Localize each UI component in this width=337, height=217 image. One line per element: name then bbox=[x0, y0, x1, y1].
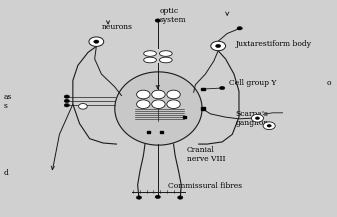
Circle shape bbox=[152, 90, 165, 99]
Circle shape bbox=[94, 40, 99, 43]
Circle shape bbox=[64, 99, 69, 103]
Text: Scarpa's
ganglion: Scarpa's ganglion bbox=[236, 110, 269, 127]
Bar bbox=[201, 88, 205, 90]
Ellipse shape bbox=[159, 51, 172, 56]
Text: Cranial
nerve VIII: Cranial nerve VIII bbox=[187, 146, 225, 163]
Ellipse shape bbox=[144, 57, 156, 63]
Circle shape bbox=[211, 41, 225, 51]
Circle shape bbox=[219, 86, 225, 90]
Circle shape bbox=[64, 95, 69, 98]
Bar bbox=[183, 116, 186, 118]
Text: Juxtarestiform body: Juxtarestiform body bbox=[236, 40, 312, 48]
Circle shape bbox=[136, 90, 150, 99]
Circle shape bbox=[167, 100, 180, 108]
Circle shape bbox=[152, 100, 165, 108]
Text: o: o bbox=[326, 79, 331, 87]
Circle shape bbox=[136, 196, 142, 199]
Circle shape bbox=[155, 195, 160, 199]
Bar bbox=[201, 107, 205, 110]
Circle shape bbox=[155, 19, 160, 22]
Polygon shape bbox=[115, 72, 202, 145]
Circle shape bbox=[255, 117, 259, 120]
Text: optic
system: optic system bbox=[160, 7, 187, 24]
Text: Cell group Y: Cell group Y bbox=[229, 79, 276, 87]
Text: Commissural fibres: Commissural fibres bbox=[168, 182, 243, 190]
Circle shape bbox=[267, 124, 271, 127]
Bar bbox=[147, 131, 150, 133]
Circle shape bbox=[167, 90, 180, 99]
Circle shape bbox=[136, 100, 150, 108]
Circle shape bbox=[79, 104, 87, 109]
Circle shape bbox=[251, 114, 264, 122]
Circle shape bbox=[237, 26, 242, 30]
Text: d: d bbox=[4, 169, 9, 177]
Text: as: as bbox=[4, 93, 12, 101]
Bar bbox=[160, 131, 163, 133]
Circle shape bbox=[89, 37, 104, 46]
Circle shape bbox=[216, 44, 221, 48]
Text: s: s bbox=[4, 102, 8, 110]
Circle shape bbox=[263, 122, 275, 130]
Circle shape bbox=[178, 196, 183, 199]
Ellipse shape bbox=[144, 51, 156, 56]
Ellipse shape bbox=[159, 57, 172, 63]
Circle shape bbox=[64, 104, 69, 107]
Text: neurons: neurons bbox=[101, 23, 132, 31]
